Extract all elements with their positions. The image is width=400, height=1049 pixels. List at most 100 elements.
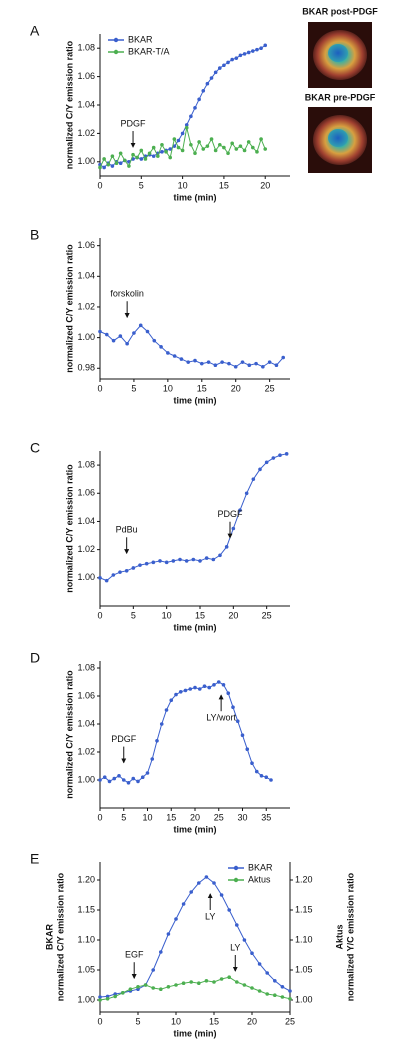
x-axis-label: time (min) [173,622,216,632]
series-line [99,324,284,368]
data-point [181,902,186,906]
y-tick-label: 1.00 [77,332,95,342]
data-point [111,338,116,343]
y-tick-label: 1.10 [77,934,95,944]
data-point [238,53,243,58]
data-point [288,997,292,1001]
x-tick-label: 15 [197,383,207,393]
data-point [250,761,254,765]
panel: C 1.00 1.02 1.04 1.06 1.08 0 5 10 15 20 25 time (min… [30,440,290,632]
data-point [247,363,252,368]
data-point [144,561,149,566]
data-point [172,354,177,358]
data-point [166,985,171,989]
data-point [111,573,116,577]
data-point [222,145,226,150]
legend-marker [113,49,119,55]
data-point [164,560,169,565]
data-point [139,148,144,153]
data-point [124,568,129,573]
y2-tick-label: 1.15 [295,904,313,914]
y-tick-label: 1.04 [77,99,95,109]
data-point [257,962,262,966]
data-point [98,995,102,999]
annotation-label: forskolin [110,289,144,299]
data-point [125,341,129,346]
x-tick-label: 15 [166,812,176,822]
legend-marker [113,37,119,43]
data-point [98,998,102,1002]
panel-letter: E [30,851,39,867]
data-point [152,338,157,343]
data-point [269,778,273,782]
data-point [226,151,230,156]
data-point [168,147,173,151]
data-point [105,997,110,1001]
annotation-label: PdBu [116,525,138,535]
data-point [197,687,202,691]
y-tick-label: 1.06 [77,488,95,498]
data-point [224,545,229,549]
data-point [102,157,106,161]
y-axis-label: BKAR [44,924,54,950]
data-point [216,680,221,684]
legend-marker [233,865,239,871]
data-point [238,508,242,512]
x-tick-label: 5 [135,1016,140,1026]
data-point [258,467,262,472]
data-point [273,979,277,983]
y-tick-label: 1.00 [77,156,95,166]
legend-label: Aktus [248,874,271,884]
data-point [227,975,231,979]
data-point [121,778,126,782]
data-point [107,779,112,784]
x-axis-label: time (min) [173,395,216,405]
x-tick-label: 15 [209,1016,219,1026]
data-point [151,986,155,990]
data-point [156,154,160,158]
data-point [240,360,245,364]
data-point [255,150,259,154]
series-line [99,876,291,998]
x-tick-label: 10 [142,812,152,822]
data-point [213,148,218,153]
data-point [217,66,222,70]
data-point [102,165,106,170]
data-point [197,981,201,985]
data-point [267,360,272,364]
data-point [263,43,268,48]
data-point [226,691,231,695]
y-tick-label: 1.04 [77,516,95,526]
y2-axis-label: normalized Y/C emission ratio [345,872,355,1001]
y-tick-label: 1.20 [77,874,95,884]
data-point [183,688,188,693]
y2-tick-label: 1.10 [295,934,313,944]
data-point [230,57,234,62]
data-point [242,938,247,942]
data-point [151,154,156,158]
data-point [193,151,197,156]
data-point [172,137,177,141]
data-point [250,986,254,990]
x-tick-label: 20 [231,383,241,393]
x-tick-label: 5 [121,812,126,822]
data-point [201,147,206,151]
data-point [227,361,231,366]
x-tick-label: 20 [190,812,200,822]
data-point [204,875,209,879]
data-point [209,137,214,141]
data-point [213,363,218,368]
data-point [176,138,181,143]
y-tick-label: 1.00 [77,994,95,1004]
data-point [281,355,286,360]
data-point [143,983,148,987]
panel-letter: D [30,650,40,666]
data-point [264,775,269,779]
data-point [169,698,174,702]
legend-label: BKAR [248,862,273,872]
data-point [205,144,210,148]
y-tick-label: 1.00 [77,774,95,784]
data-point [118,161,123,166]
data-point [204,979,209,983]
